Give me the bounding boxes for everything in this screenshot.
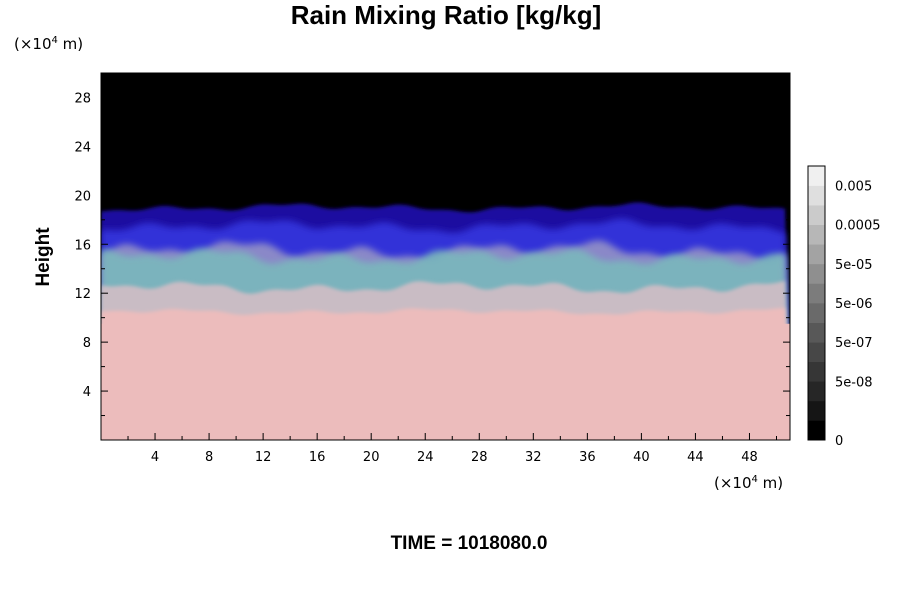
colorbar-tick-label: 5e-07: [835, 336, 873, 351]
chart-title: Rain Mixing Ratio [kg/kg]: [291, 0, 602, 30]
colorbar-segment: [808, 244, 825, 265]
x-tick-label: 4: [151, 450, 159, 465]
colorbar-segment: [808, 224, 825, 245]
x-axis-unit-exp: 4: [752, 474, 758, 485]
colorbar-frame: [807, 165, 826, 441]
colorbar-tick-label: 5e-06: [835, 297, 873, 312]
pink-base-fill: [101, 323, 790, 440]
y-axis: 4 8 12 16 20 24 28: [74, 91, 790, 417]
colorbar-tick-label: 0.0005: [835, 219, 881, 234]
y-tick-label: 8: [83, 336, 91, 351]
colorbar-tick-label: 0.005: [835, 180, 872, 195]
x-tick-label: 36: [579, 450, 596, 465]
y-tick-label: 20: [74, 189, 91, 204]
colorbar-segment: [808, 361, 825, 382]
y-axis-unit: (×104 m): [14, 35, 83, 53]
colorbar-tick-label: 0: [835, 434, 843, 449]
x-tick-label: 16: [309, 450, 326, 465]
y-tick-label: 12: [74, 287, 91, 302]
plot-area: [101, 73, 790, 440]
colorbar-segment: [808, 400, 825, 421]
x-axis: 4 8 12 16 20 24 28 32 36 40 44 48: [127, 73, 777, 465]
y-axis-unit-exp: 4: [52, 35, 58, 46]
colorbar-segment: [808, 381, 825, 402]
colorbar-segment: [808, 342, 825, 363]
colorbar-segment: [808, 263, 825, 284]
colorbar-segment: [808, 205, 825, 226]
x-tick-label: 32: [525, 450, 542, 465]
x-tick-label: 28: [471, 450, 488, 465]
colorbar-tick-label: 5e-08: [835, 375, 873, 390]
x-tick-label: 40: [633, 450, 650, 465]
y-tick-label: 4: [83, 385, 91, 400]
x-tick-label: 48: [741, 450, 758, 465]
y-axis-label: Height: [33, 227, 54, 287]
x-axis-unit-prefix: (×10: [714, 474, 752, 492]
y-axis-unit-suffix: m): [58, 35, 83, 53]
y-axis-unit-prefix: (×10: [14, 35, 52, 53]
colorbar-segment: [808, 420, 825, 441]
x-tick-label: 12: [255, 450, 272, 465]
colorbar-segment: [808, 322, 825, 343]
x-tick-label: 44: [687, 450, 704, 465]
colorbar-segment: [808, 283, 825, 304]
time-label: TIME = 1018080.0: [391, 533, 548, 554]
colorbar: 0.005 0.0005 5e-05 5e-06 5e-07 5e-08 0: [807, 165, 881, 449]
x-axis-unit: (×104 m): [714, 474, 783, 492]
x-axis-unit-suffix: m): [758, 474, 783, 492]
y-tick-label: 28: [74, 91, 91, 106]
y-tick-label: 16: [74, 238, 91, 253]
colorbar-segment: [808, 185, 825, 206]
x-tick-label: 8: [205, 450, 213, 465]
colorbar-tick-label: 5e-05: [835, 258, 873, 273]
colorbar-segment: [808, 166, 825, 186]
x-tick-label: 24: [417, 450, 434, 465]
plot-frame: [100, 72, 791, 441]
y-tick-label: 24: [74, 140, 91, 155]
colorbar-segment: [808, 303, 825, 323]
x-tick-label: 20: [363, 450, 380, 465]
